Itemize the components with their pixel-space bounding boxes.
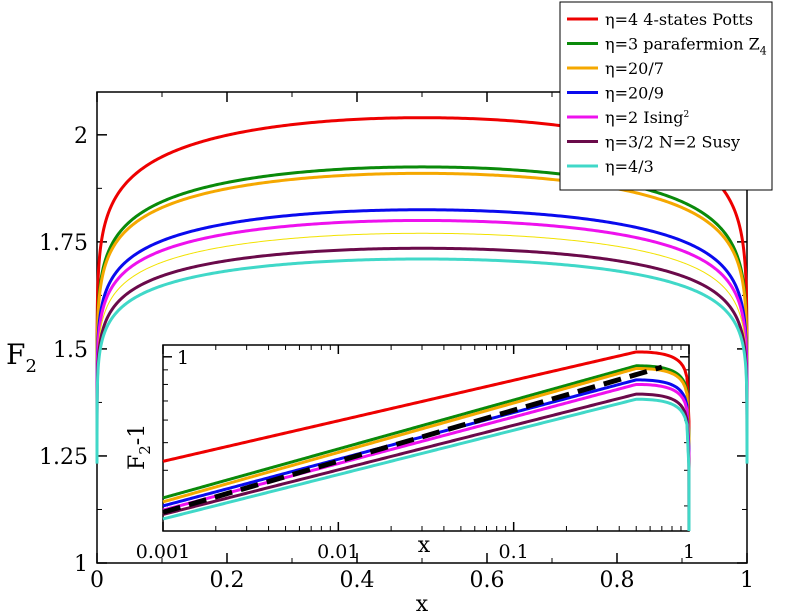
- main-x-tick-label: 1: [740, 568, 754, 593]
- main-series-line: [95, 208, 749, 448]
- main-series-line: [96, 232, 748, 456]
- inset-series-line: [162, 364, 691, 532]
- legend-entry-label: η=20/7: [605, 59, 664, 78]
- main-x-tick-label: 0.2: [210, 568, 245, 593]
- main-y-tick-label: 1: [74, 552, 88, 577]
- main-x-tick-label: 0.6: [470, 568, 505, 593]
- inset-x-tick-label: 0.001: [136, 541, 190, 563]
- inset-x-tick-label: 0.01: [317, 541, 359, 563]
- legend-entry-label: η=2 Ising2: [605, 108, 689, 127]
- legend-entry-label: η=3/2 N=2 Susy: [605, 133, 740, 152]
- inset-x-axis-label: x: [418, 533, 431, 558]
- legend-box: [559, 1, 773, 191]
- main-x-axis-label: x: [416, 592, 429, 612]
- main-x-tick-label: 0: [90, 568, 104, 593]
- main-series-line: [95, 165, 749, 434]
- inset-series-line: [162, 397, 691, 532]
- inset-y-tick-label: 1: [177, 347, 189, 369]
- inset-y-axis-label: F2-1: [125, 424, 154, 470]
- main-x-tick-label: 0.4: [340, 568, 375, 593]
- main-y-tick-label: 1.25: [39, 445, 88, 470]
- main-series-line: [95, 246, 749, 461]
- legend-entry-label: η=20/9: [605, 84, 664, 103]
- main-x-tick-label: 0.8: [600, 568, 635, 593]
- main-y-tick-label: 1.75: [39, 231, 88, 256]
- main-y-axis-label: F2: [6, 338, 37, 377]
- inset-series-line: [162, 366, 691, 532]
- legend-entry-label: η=4 4-states Potts: [605, 10, 753, 29]
- inset-reference-dashed-line: [162, 364, 663, 515]
- main-y-tick-label: 2: [74, 124, 88, 149]
- legend-entry-label: η=3 parafermion Z4: [605, 35, 767, 58]
- main-series-line: [95, 257, 749, 464]
- main-y-tick-label: 1.5: [53, 338, 88, 363]
- legend-entry-label: η=4/3: [605, 157, 654, 176]
- inset-series-line: [162, 350, 691, 532]
- inset-series-line: [162, 392, 691, 532]
- main-series-line: [95, 171, 749, 436]
- main-series-line: [95, 218, 749, 452]
- inset-x-tick-label: 0.1: [499, 541, 529, 563]
- inset-x-tick-label: 1: [683, 541, 695, 563]
